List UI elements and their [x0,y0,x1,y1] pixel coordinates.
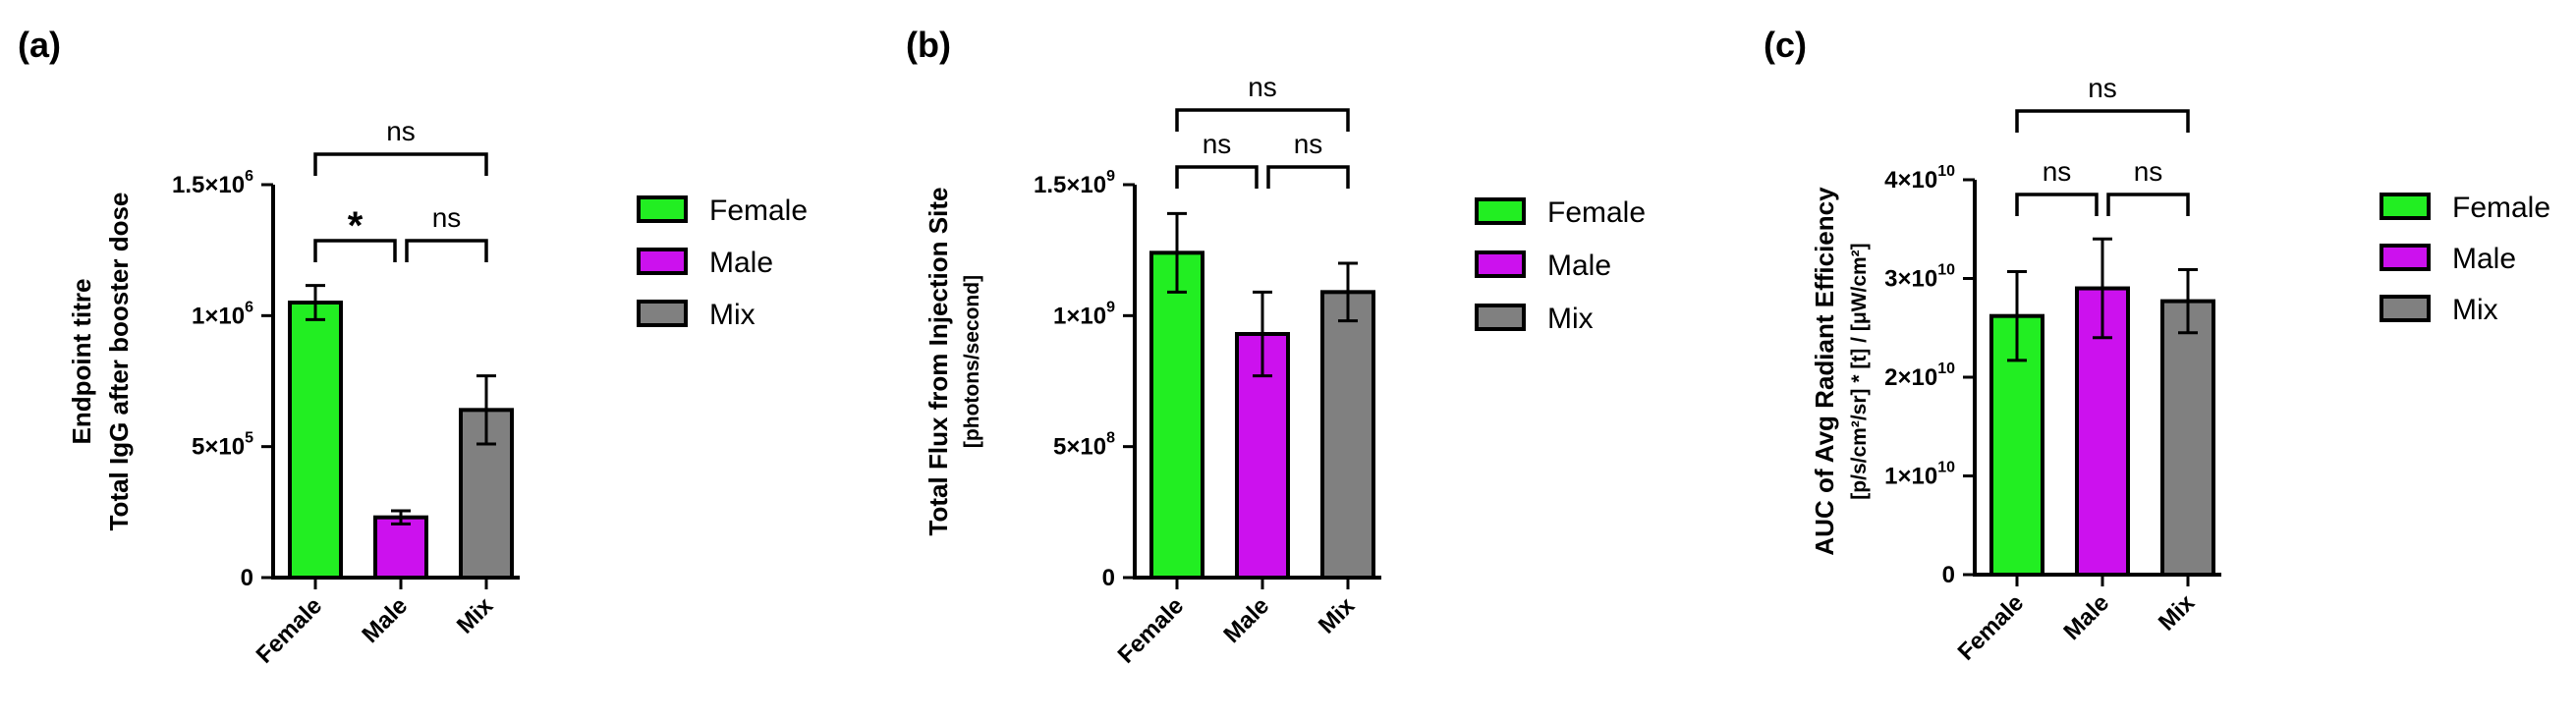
panel-label: (c) [1764,25,1807,65]
y-axis-label: Endpoint titre [67,279,96,445]
x-tick-label-mix: Mix [1314,592,1361,639]
y-tick-label: 0 [241,565,253,591]
y-tick-label: 1.5×106 [172,168,253,198]
significance-bracket [313,239,397,262]
chart-panel-1: (b) Total Flux from Injection Site [photon… [906,25,1646,669]
y-tick-mantissa: 4×10 [1884,167,1937,194]
y-tick-mantissa: 2×10 [1884,364,1937,391]
legend-label-female: Female [2452,192,2550,224]
x-tick-label-female: Female [1953,589,2030,666]
y-tick-mantissa: 0 [241,565,253,591]
y-tick-label: 1.5×109 [1034,168,1115,198]
bar-female [288,301,343,580]
bar-female [1149,250,1204,580]
legend-swatch-female [1475,197,1526,225]
x-tick-label-female: Female [252,592,328,669]
y-axis-label: Total IgG after booster dose [104,193,134,531]
y-tick-exponent: 10 [1937,262,1955,279]
y-tick-mantissa: 1.5×10 [1034,172,1106,198]
panel-label: (a) [18,25,61,65]
legend-label-female: Female [1547,196,1646,229]
y-tick-label: 3×1010 [1884,262,1955,293]
legend-swatch-male [637,248,688,275]
significance-label: ns [1294,129,1323,159]
x-tick-label-male: Male [357,592,413,648]
y-tick-label: 5×105 [192,430,253,461]
y-tick-label: 0 [1102,565,1115,591]
y-axis-label: Total Flux from Injection Site [924,188,953,536]
legend-swatch-male [1475,250,1526,278]
bar-mix [1320,290,1375,580]
y-tick-mantissa: 1×10 [1053,303,1106,329]
y-tick-exponent: 10 [1937,163,1955,180]
significance-label: * [348,204,364,248]
x-tick-label-mix: Mix [452,592,499,639]
legend-label-mix: Mix [2452,294,2498,326]
y-tick-mantissa: 1.5×10 [172,172,245,198]
significance-bracket [1175,165,1259,189]
y-tick-mantissa: 5×10 [1053,434,1106,461]
significance-bracket [2106,193,2190,216]
y-tick-mantissa: 3×10 [1884,266,1937,293]
legend-swatch-mix [637,300,688,327]
y-tick-exponent: 10 [1937,460,1955,476]
y-tick-mantissa: 1×10 [1884,464,1937,490]
y-tick-exponent: 9 [1106,168,1115,185]
significance-label: ns [2088,73,2117,103]
y-tick-exponent: 10 [1937,360,1955,377]
y-axis-label: [p/s/cm²/sr] * [t] / [μW/cm²] [1848,243,1871,499]
significance-label: ns [2043,156,2072,187]
significance-label: ns [432,202,462,233]
legend-swatch-female [2380,193,2431,220]
y-tick-exponent: 9 [1106,299,1115,315]
y-tick-mantissa: 1×10 [192,303,245,329]
y-tick-mantissa: 0 [1942,562,1955,588]
y-tick-label: 2×1010 [1884,360,1955,391]
y-tick-mantissa: 5×10 [192,434,245,461]
y-tick-label: 1×109 [1053,299,1115,329]
significance-bracket [313,152,488,176]
bar-mix [2160,299,2215,577]
legend-label-male: Male [2452,243,2516,275]
significance-bracket [405,239,488,262]
significance-bracket [2015,109,2190,133]
y-tick-label: 1×1010 [1884,460,1955,490]
y-tick-exponent: 8 [1106,430,1115,447]
y-tick-exponent: 6 [245,168,253,185]
y-tick-label: 1×106 [192,299,253,329]
legend-swatch-female [637,195,688,223]
chart-panel-0: (a) Endpoint titre Total IgG after booster… [18,25,808,669]
y-tick-mantissa: 0 [1102,565,1115,591]
y-tick-label: 0 [1942,562,1955,588]
y-axis-label: [photons/second] [961,275,983,448]
legend-label-female: Female [709,194,808,227]
significance-bracket [1266,165,1350,189]
x-tick-label-male: Male [2058,589,2114,645]
significance-label: ns [386,116,416,146]
y-axis-label: AUC of Avg Radiant Efficiency [1810,187,1839,556]
legend-label-male: Male [709,247,773,279]
significance-bracket [2015,193,2099,216]
significance-label: ns [1203,129,1232,159]
x-tick-label-mix: Mix [2154,589,2201,637]
significance-bracket [1175,108,1350,132]
legend-label-mix: Mix [1547,303,1594,335]
chart-panel-2: (c) AUC of Avg Radiant Efficiency [p/s/cm²… [1764,25,2550,666]
legend-swatch-male [2380,244,2431,271]
legend-label-male: Male [1547,250,1611,282]
x-tick-label-male: Male [1218,592,1274,648]
x-tick-label-female: Female [1113,592,1190,669]
legend-swatch-mix [2380,295,2431,322]
bar-male [373,515,428,581]
y-tick-label: 4×1010 [1884,163,1955,194]
y-tick-label: 5×108 [1053,430,1115,461]
legend-label-mix: Mix [709,299,756,331]
significance-label: ns [2134,156,2163,187]
panel-label: (b) [906,25,951,65]
y-tick-exponent: 6 [245,299,253,315]
legend-swatch-mix [1475,304,1526,331]
significance-label: ns [1248,72,1277,102]
y-tick-exponent: 5 [245,430,253,447]
